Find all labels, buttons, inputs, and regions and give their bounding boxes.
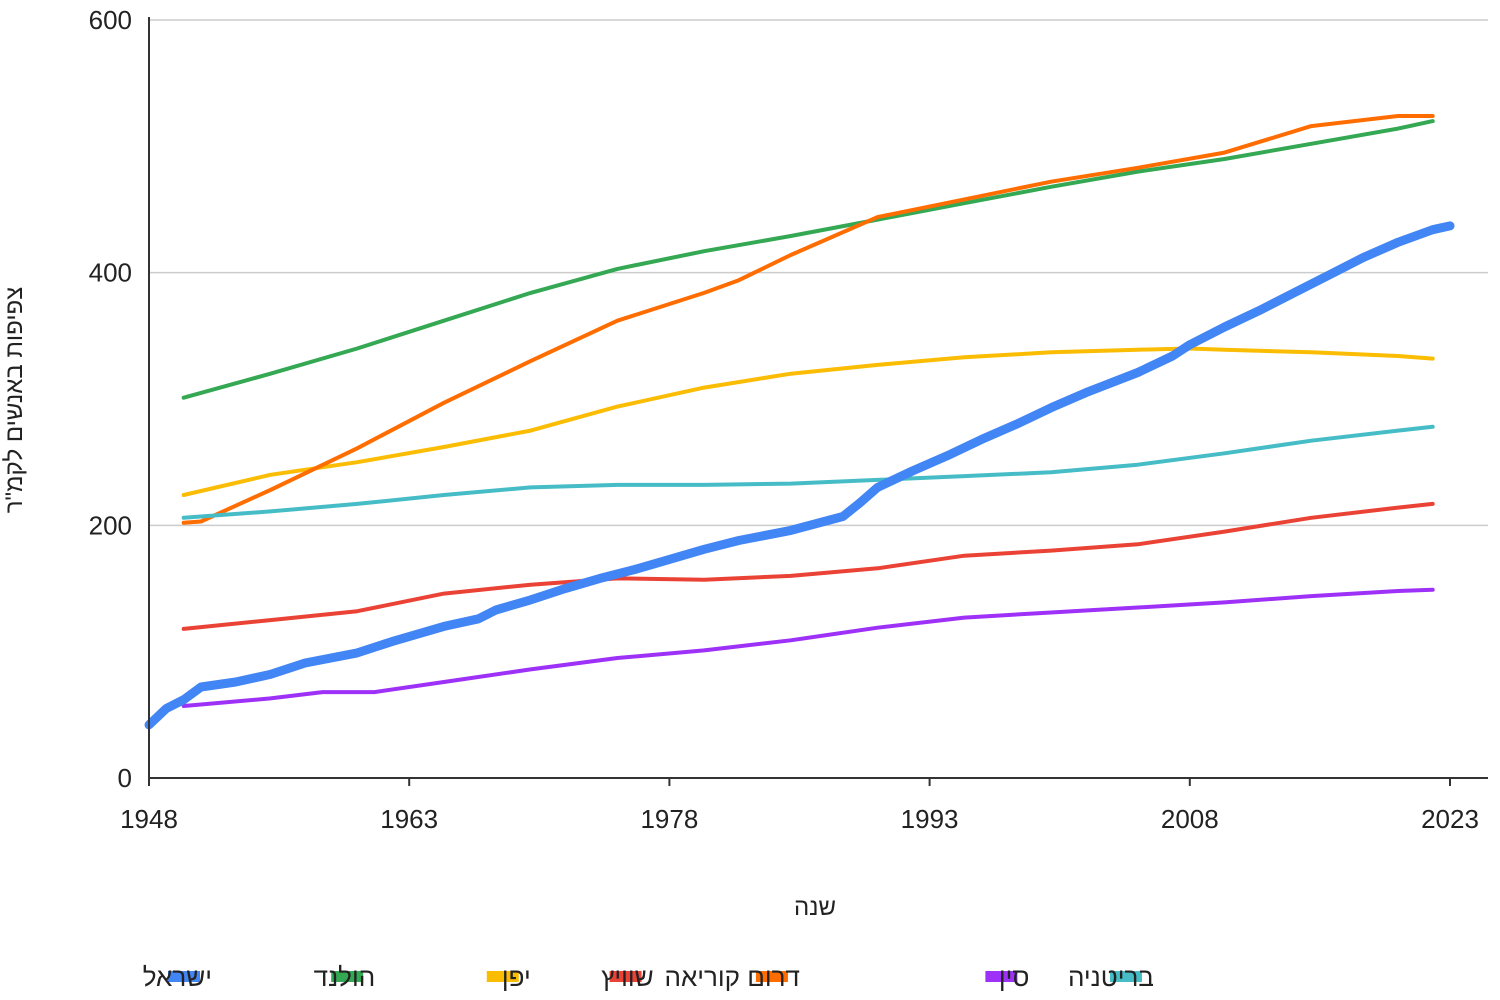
series-line-1 [144, 221, 1455, 730]
axes [148, 17, 1488, 779]
legend-swatch [609, 971, 642, 982]
x-tick-label: 2008 [1161, 804, 1219, 834]
legend-item: סין [985, 962, 1029, 992]
x-tick-label: 1993 [901, 804, 959, 834]
series-line-3 [181, 346, 1435, 497]
legend-label: סין [999, 962, 1030, 992]
legend-label: הולנד [314, 962, 376, 992]
y-tick-label: 0 [118, 763, 132, 793]
legend-label: דרום קוריאה [664, 962, 799, 992]
legend: ישראל הולנד יפן שוויץ דרום קוריאה סין בריטניה [143, 962, 1154, 992]
legend-item: הולנד [314, 962, 376, 992]
series-lines [144, 114, 1455, 730]
gridlines [149, 19, 1488, 527]
x-tick-label: 1978 [640, 804, 698, 834]
legend-swatch [486, 971, 519, 982]
series-line-4 [181, 501, 1435, 631]
legend-item: ישראל [143, 962, 212, 992]
series-line-7 [181, 424, 1435, 520]
legend-swatch [755, 971, 788, 982]
series-line-2 [181, 119, 1435, 400]
legend-label: בריטניה [1068, 962, 1154, 992]
y-tick-label: 400 [89, 258, 132, 288]
legend-item: יפן [486, 962, 531, 992]
series-line-6 [181, 587, 1435, 708]
y-tick-label: 200 [89, 510, 132, 540]
legend-label: שוויץ [601, 962, 653, 992]
y-tick-label: 600 [89, 5, 132, 35]
legend-label: ישראל [143, 962, 212, 992]
legend-label: יפן [502, 962, 531, 992]
y-axis-title: צפיפות באנשים לקמ"ר [1, 287, 28, 514]
tick-labels: 0 200 400 600 1948 1963 1978 1993 2008 2023 [89, 5, 1479, 834]
legend-swatch [1109, 971, 1142, 982]
legend-item: דרום קוריאה [664, 962, 799, 992]
legend-swatch [331, 971, 364, 982]
x-tick-label: 1948 [120, 804, 178, 834]
legend-item: שוויץ [601, 962, 653, 992]
x-tick-label: 2023 [1421, 804, 1479, 834]
x-axis-title: שנה [794, 894, 836, 921]
legend-item: בריטניה [1068, 962, 1154, 992]
legend-swatch [985, 971, 1018, 982]
legend-swatch [168, 971, 200, 982]
series-line-5 [181, 114, 1435, 525]
x-tick-label: 1963 [380, 804, 438, 834]
